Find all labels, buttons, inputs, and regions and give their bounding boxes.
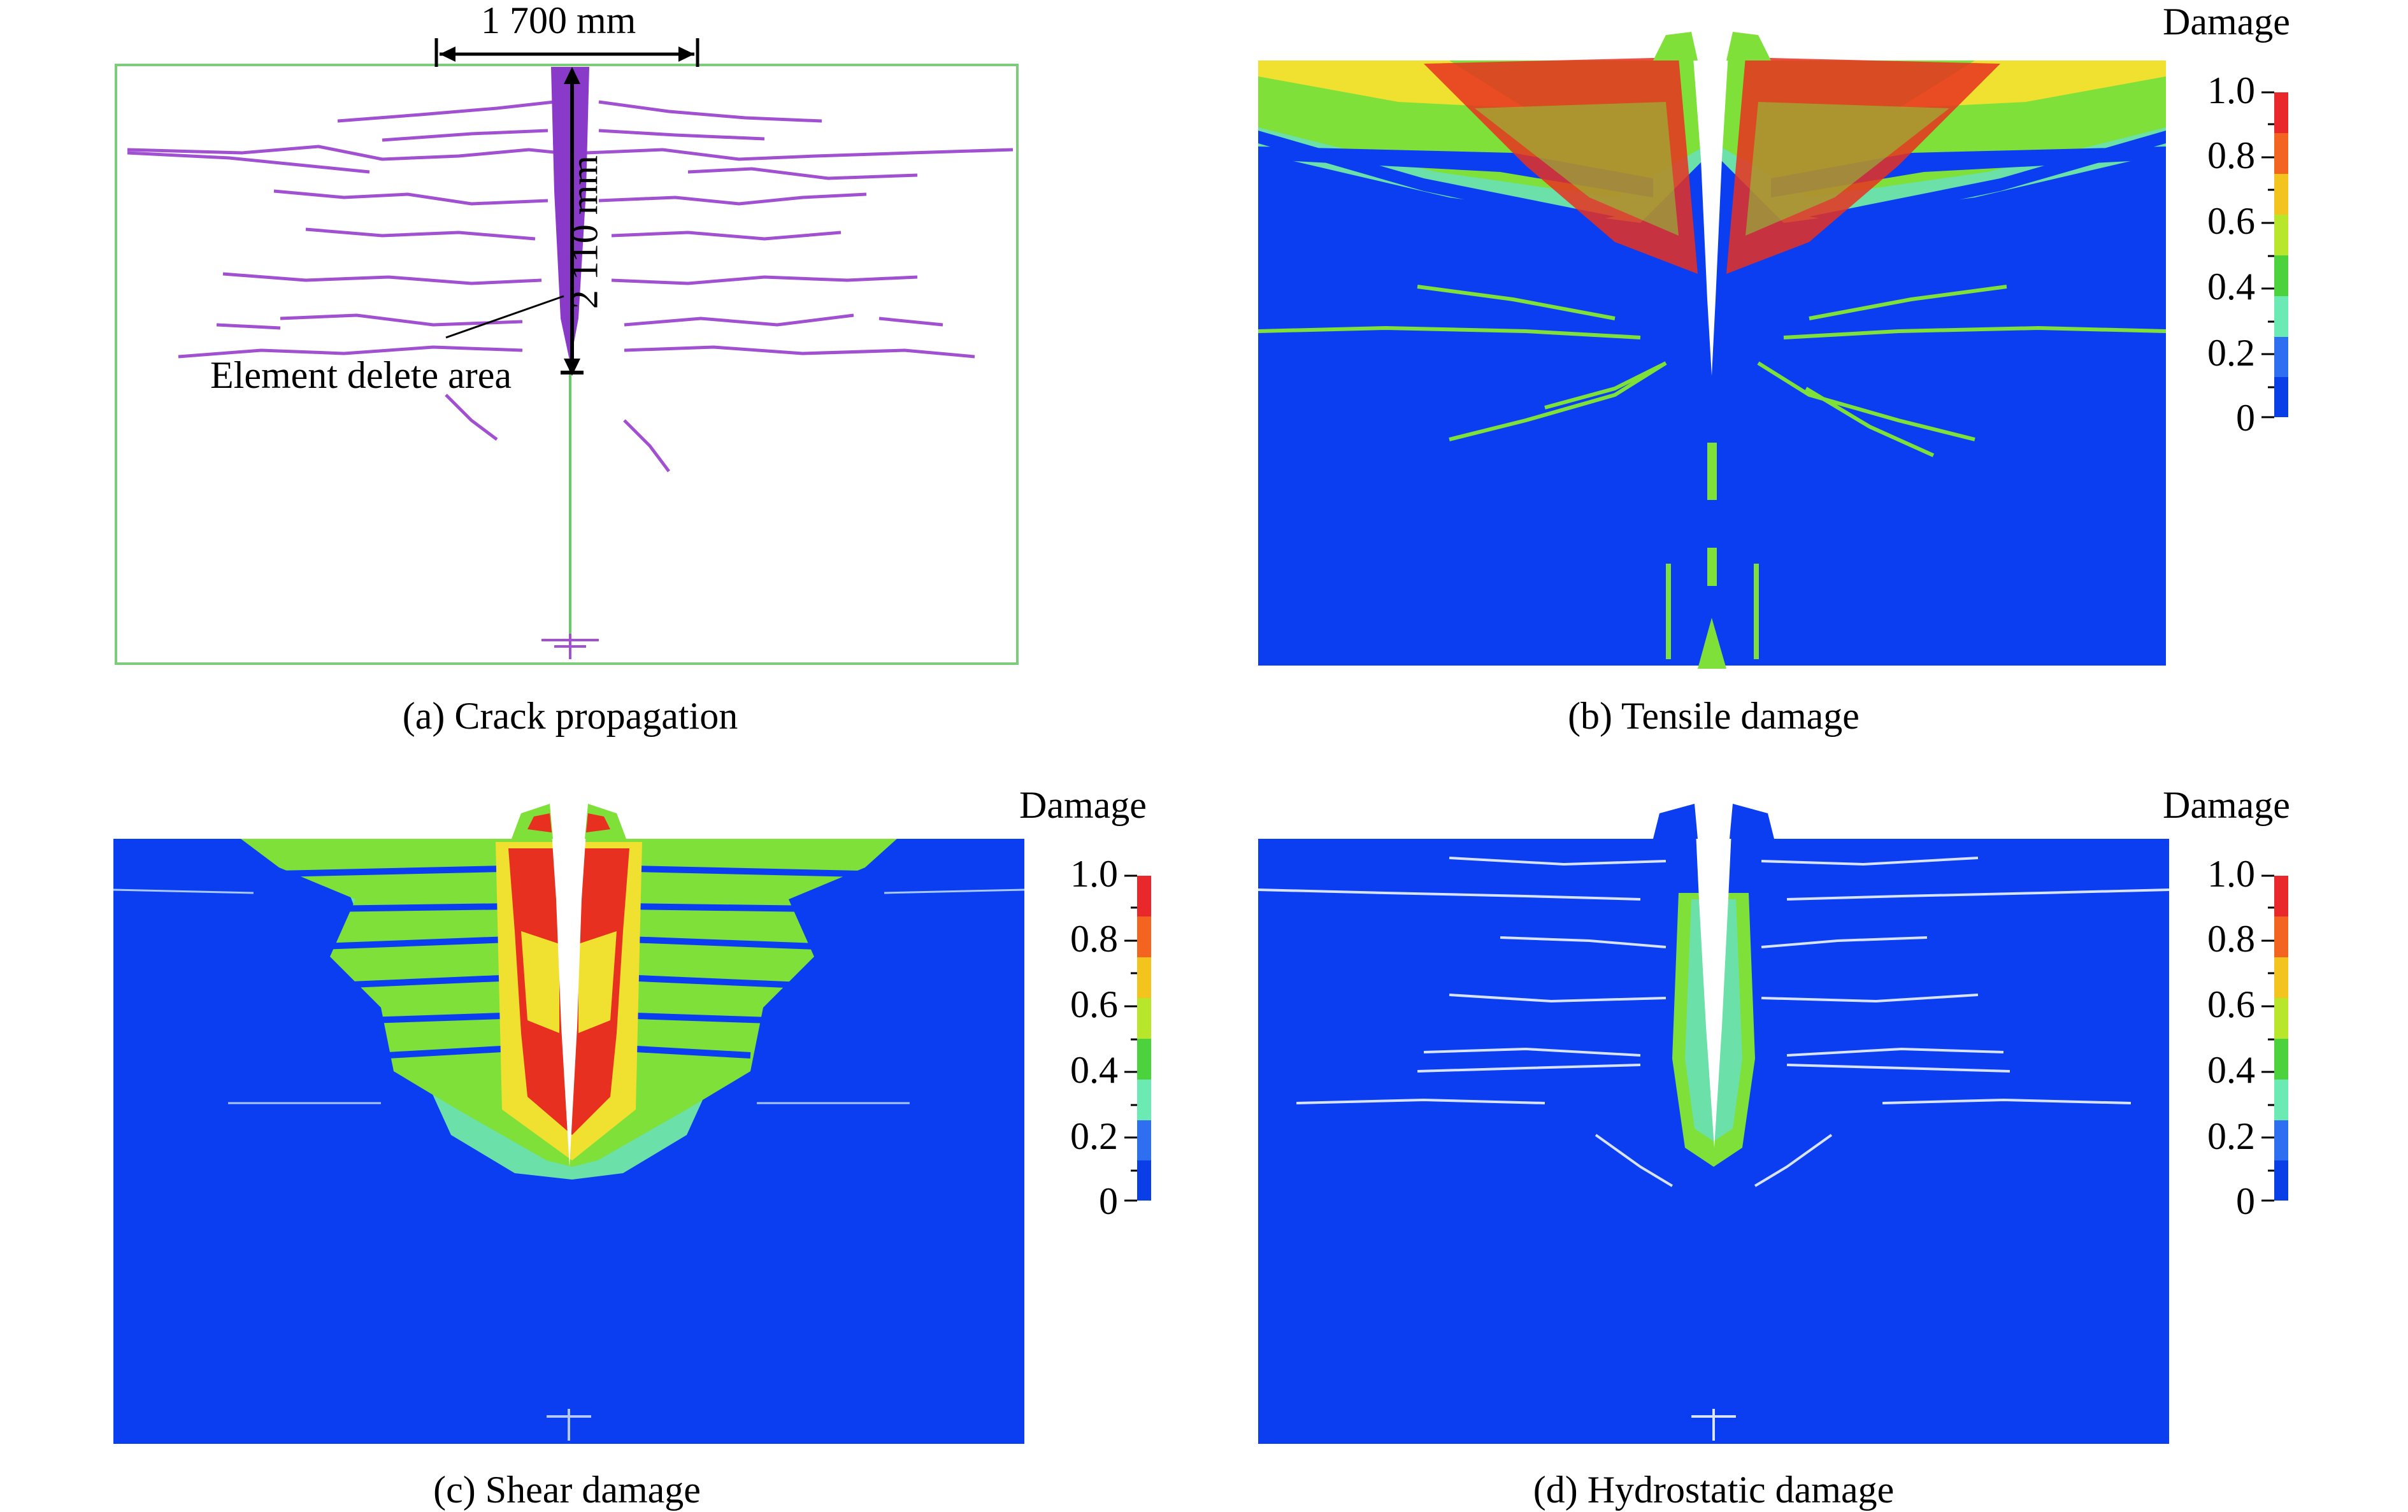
colorbar-d-title: Damage [2163, 784, 2290, 826]
colorbar-b-ticks [2261, 91, 2274, 418]
colorbar-c-ticks [1124, 874, 1137, 1202]
colorbar-c-tick-0.4: 0.4 [1070, 1049, 1118, 1091]
colorbar-d-tick-0.6: 0.6 [2207, 983, 2255, 1025]
colorbar-c-tick-0.2: 0.2 [1070, 1115, 1118, 1157]
colorbar-b-tick-0.4: 0.4 [2207, 266, 2255, 308]
depth-label: 2 110 mm [563, 155, 606, 310]
colorbar-b-tick-1.0: 1.0 [2207, 69, 2255, 111]
width-dimension-arrow [434, 38, 699, 67]
colorbar-c [1137, 876, 1151, 1201]
colorbar-b [2274, 92, 2288, 417]
colorbar-b-tick-0.6: 0.6 [2207, 200, 2255, 242]
colorbar-d [2274, 876, 2288, 1201]
colorbar-b-title: Damage [2163, 1, 2290, 43]
colorbar-c-tick-1.0: 1.0 [1070, 853, 1118, 895]
delete-area-leader [445, 295, 564, 339]
panel-d-hydrostatic-damage [1258, 804, 2170, 1444]
colorbar-d-tick-0.4: 0.4 [2207, 1049, 2255, 1091]
colorbar-d-tick-0.2: 0.2 [2207, 1115, 2255, 1157]
colorbar-d-ticks [2261, 874, 2274, 1202]
colorbar-c-tick-0.6: 0.6 [1070, 983, 1118, 1025]
colorbar-b-tick-0: 0 [2236, 397, 2255, 439]
colorbar-b-tick-0.8: 0.8 [2207, 134, 2255, 176]
colorbar-d-tick-0.8: 0.8 [2207, 918, 2255, 960]
colorbar-c-tick-0: 0 [1099, 1180, 1118, 1222]
depth-dimension-arrow [561, 67, 584, 376]
panel-b-tensile-damage [1258, 32, 2167, 669]
caption-c: (c) Shear damage [433, 1469, 701, 1511]
bottom-fracture [541, 634, 599, 659]
caption-d: (d) Hydrostatic damage [1533, 1469, 1895, 1511]
panel-a-cracks [127, 100, 1014, 473]
colorbar-b-tick-0.2: 0.2 [2207, 332, 2255, 374]
panel-a-crack-propagation [115, 38, 1019, 665]
element-delete-label: Element delete area [210, 354, 512, 396]
panel-a-border [115, 64, 1019, 665]
caption-b: (b) Tensile damage [1568, 695, 1860, 737]
panel-c-shear-damage [113, 804, 1025, 1444]
caption-a: (a) Crack propagation [402, 695, 738, 737]
colorbar-d-tick-0: 0 [2236, 1180, 2255, 1222]
colorbar-c-title: Damage [1019, 784, 1147, 826]
colorbar-d-tick-1.0: 1.0 [2207, 853, 2255, 895]
width-label: 1 700 mm [481, 0, 636, 41]
colorbar-c-tick-0.8: 0.8 [1070, 918, 1118, 960]
